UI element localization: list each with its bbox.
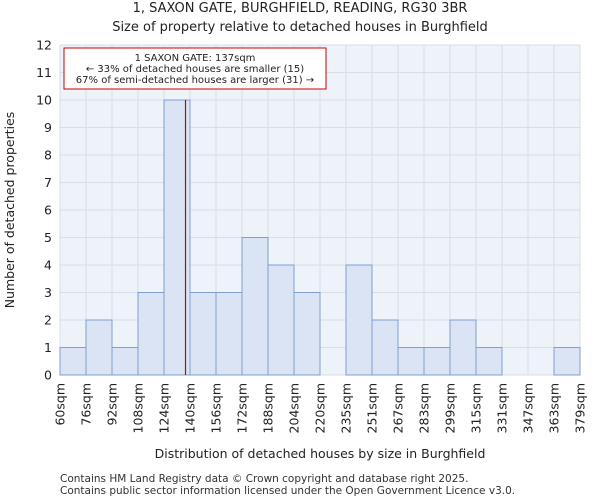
- x-tick-label: 315sqm: [469, 383, 484, 433]
- footer-line-2: Contains public sector information licen…: [60, 485, 515, 497]
- x-tick-label: 331sqm: [495, 383, 510, 433]
- y-tick-label: 5: [44, 230, 52, 245]
- annotation-box: 1 SAXON GATE: 137sqm ← 33% of detached h…: [63, 47, 327, 90]
- x-tick-label: 76sqm: [79, 383, 94, 426]
- x-tick-label: 60sqm: [53, 383, 68, 426]
- histogram-bar: [397, 347, 425, 376]
- histogram-bar: [475, 347, 503, 376]
- x-tick-label: 235sqm: [339, 383, 354, 433]
- y-tick-label: 11: [36, 65, 52, 80]
- footer-line-1: Contains HM Land Registry data © Crown c…: [60, 473, 468, 485]
- x-tick-label: 172sqm: [235, 383, 250, 433]
- y-tick-label: 10: [36, 93, 52, 108]
- x-tick-label: 251sqm: [365, 383, 380, 433]
- histogram-bar: [215, 292, 243, 376]
- x-tick-label: 220sqm: [313, 383, 328, 433]
- x-tick-label: 124sqm: [157, 383, 172, 433]
- x-tick-label: 267sqm: [391, 383, 406, 433]
- x-axis-ticks: 60sqm 76sqm 92sqm 108sqm 124sqm 140sqm 156sqm 1…: [53, 383, 588, 433]
- y-tick-label: 2: [44, 313, 52, 328]
- annotation-line-1: 1 SAXON GATE: 137sqm: [135, 53, 256, 64]
- x-tick-label: 347sqm: [521, 383, 536, 433]
- x-tick-label: 140sqm: [183, 383, 198, 433]
- histogram-bar: [137, 292, 165, 376]
- x-tick-label: 363sqm: [547, 383, 562, 433]
- x-tick-label: 92sqm: [105, 383, 120, 426]
- annotation-line-3: 67% of semi-detached houses are larger (…: [76, 75, 314, 86]
- histogram-bar: [553, 347, 581, 376]
- histogram-bar: [371, 319, 399, 376]
- annotation-line-2: ← 33% of detached houses are smaller (15…: [86, 64, 304, 75]
- y-tick-label: 9: [44, 120, 52, 135]
- histogram-bar: [345, 264, 373, 376]
- histogram-bar: [449, 319, 477, 376]
- y-tick-label: 3: [44, 285, 52, 300]
- x-tick-label: 108sqm: [131, 383, 146, 433]
- x-tick-label: 156sqm: [209, 383, 224, 433]
- x-tick-label: 379sqm: [573, 383, 588, 433]
- y-tick-label: 4: [44, 258, 52, 273]
- y-tick-label: 7: [44, 175, 52, 190]
- histogram-bar: [59, 347, 87, 376]
- x-tick-label: 204sqm: [287, 383, 302, 433]
- histogram-bar: [241, 237, 269, 376]
- histogram-bar: [111, 347, 139, 376]
- x-tick-label: 283sqm: [417, 383, 432, 433]
- histogram-bar: [293, 292, 321, 376]
- annotation-frame: [63, 47, 327, 90]
- histogram-bar: [267, 264, 295, 376]
- x-tick-label: 188sqm: [261, 383, 276, 433]
- histogram-bar: [189, 292, 217, 376]
- x-axis-label: Distribution of detached houses by size …: [155, 446, 486, 461]
- y-tick-label: 6: [44, 203, 52, 218]
- chart-subtitle: Size of property relative to detached ho…: [112, 20, 488, 35]
- chart-title: 1, SAXON GATE, BURGHFIELD, READING, RG30…: [133, 1, 468, 16]
- y-tick-label: 8: [44, 148, 52, 163]
- histogram-bar: [423, 347, 451, 376]
- y-tick-label: 1: [44, 340, 52, 355]
- x-tick-label: 299sqm: [443, 383, 458, 433]
- histogram-bar: [85, 319, 113, 376]
- y-tick-label: 0: [44, 368, 52, 383]
- y-axis-label: Number of detached properties: [2, 112, 17, 309]
- y-tick-label: 12: [36, 38, 52, 53]
